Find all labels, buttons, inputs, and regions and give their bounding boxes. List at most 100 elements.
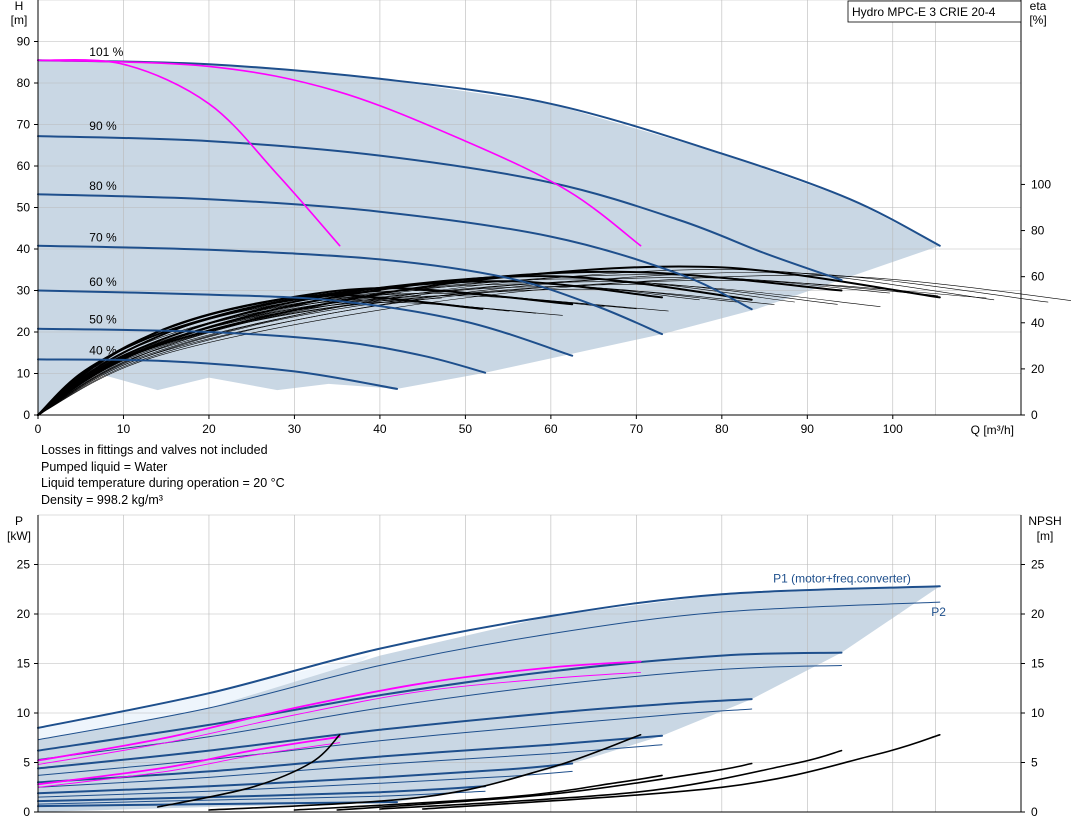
power-curve-magenta-3 bbox=[37, 742, 341, 788]
x-tick-label-0: 0 bbox=[35, 422, 42, 436]
p1-curve-1 bbox=[37, 651, 843, 752]
p2-curve-2 bbox=[37, 708, 753, 776]
q-axis-label: Q [m³/h] bbox=[971, 423, 1014, 437]
h-tick-label-4: 40 bbox=[17, 242, 31, 256]
h-tick-label-2: 20 bbox=[17, 325, 31, 339]
h-tick-label-7: 70 bbox=[17, 118, 31, 132]
note-losses: Losses in fittings and valves not includ… bbox=[41, 443, 268, 457]
p1-series-label: P1 (motor+freq.converter) bbox=[773, 571, 911, 585]
p-tick-label-5: 25 bbox=[17, 558, 31, 572]
x-tick-label-5: 50 bbox=[459, 422, 473, 436]
h-axis-label: H bbox=[15, 0, 24, 13]
power-curve-magenta-1 bbox=[37, 671, 642, 765]
npsh-tick-label-4: 20 bbox=[1031, 607, 1045, 621]
p-tick-label-4: 20 bbox=[17, 607, 31, 621]
p-axis-unit: [kW] bbox=[7, 529, 31, 543]
x-tick-label-8: 80 bbox=[715, 422, 729, 436]
x-tick-label-3: 30 bbox=[288, 422, 302, 436]
head-curve-5 bbox=[37, 327, 487, 374]
note-density: Density = 998.2 kg/m³ bbox=[41, 493, 163, 508]
p1-curve-4 bbox=[37, 762, 574, 795]
p-tick-label-3: 15 bbox=[17, 657, 31, 671]
h-tick-label-0: 0 bbox=[23, 408, 30, 422]
p-tick-label-2: 10 bbox=[17, 706, 31, 720]
p2-curve-5 bbox=[37, 790, 486, 805]
h-tick-label-6: 60 bbox=[17, 159, 31, 173]
npsh-curve-1 bbox=[208, 734, 642, 811]
h-tick-label-1: 10 bbox=[17, 367, 31, 381]
eta-tick-label-4: 80 bbox=[1031, 224, 1045, 238]
x-tick-label-4: 40 bbox=[373, 422, 387, 436]
note-pumped-liquid: Pumped liquid = Water bbox=[41, 459, 168, 474]
speed-label-2: 80 % bbox=[89, 179, 117, 193]
h-tick-label-3: 30 bbox=[17, 284, 31, 298]
head-curve-6 bbox=[37, 358, 398, 390]
note-liquid-temperature: Liquid temperature during operation = 20… bbox=[41, 476, 285, 491]
p1-curve-5 bbox=[37, 785, 487, 803]
p2-curve-1 bbox=[37, 665, 842, 760]
npsh-curve-4 bbox=[379, 749, 843, 810]
speed-label-6: 40 % bbox=[89, 344, 117, 358]
eta-tick-label-3: 60 bbox=[1031, 270, 1045, 284]
chart-notes: Losses in fittings and valves not includ… bbox=[41, 442, 285, 509]
speed-label-4: 60 % bbox=[89, 275, 117, 289]
p2-curve-0 bbox=[37, 601, 941, 741]
bottom-operating-region bbox=[38, 586, 940, 812]
p2-curve-4 bbox=[37, 770, 573, 798]
eta-curve-6 bbox=[37, 265, 941, 416]
head-curve-1 bbox=[37, 135, 843, 282]
npsh-curve-0 bbox=[156, 734, 341, 808]
npsh-axis-unit: [m] bbox=[1037, 529, 1054, 543]
p-tick-label-0: 0 bbox=[23, 805, 30, 819]
x-tick-label-10: 100 bbox=[883, 422, 903, 436]
power-curve-magenta-0 bbox=[37, 660, 642, 762]
eta-curve-6-thin-3 bbox=[37, 275, 1071, 416]
eta-tick-label-5: 100 bbox=[1031, 177, 1051, 191]
x-tick-label-9: 90 bbox=[801, 422, 815, 436]
chart-title: Hydro MPC-E 3 CRIE 20-4 bbox=[852, 5, 996, 19]
p1-curve-2 bbox=[37, 698, 753, 770]
eta-axis-unit: [%] bbox=[1029, 13, 1046, 27]
eta-axis-label: eta bbox=[1030, 0, 1047, 13]
p-axis-label: P bbox=[15, 514, 23, 528]
p2-curve-3 bbox=[37, 744, 663, 788]
npsh-axis-label: NPSH bbox=[1028, 514, 1061, 528]
h-tick-label-5: 50 bbox=[17, 201, 31, 215]
npsh-curve-2 bbox=[293, 774, 663, 811]
x-tick-label-2: 20 bbox=[202, 422, 216, 436]
npsh-tick-label-0: 0 bbox=[1031, 805, 1038, 819]
eta-tick-label-2: 40 bbox=[1031, 316, 1045, 330]
power-curve-magenta-2 bbox=[37, 735, 341, 786]
speed-label-1: 90 % bbox=[89, 119, 117, 133]
head-curve-magenta-0 bbox=[37, 59, 341, 247]
npsh-curve-3 bbox=[336, 762, 753, 811]
npsh-tick-label-3: 15 bbox=[1031, 657, 1045, 671]
head-curve-4 bbox=[37, 289, 574, 357]
p-tick-label-1: 5 bbox=[23, 756, 30, 770]
speed-label-5: 50 % bbox=[89, 313, 117, 327]
eta-tick-label-1: 20 bbox=[1031, 362, 1045, 376]
npsh-tick-label-2: 10 bbox=[1031, 706, 1045, 720]
x-tick-label-6: 60 bbox=[544, 422, 558, 436]
title-box bbox=[847, 0, 1022, 23]
npsh-tick-label-1: 5 bbox=[1031, 756, 1038, 770]
p1-curve-0 bbox=[37, 585, 941, 729]
x-tick-label-7: 70 bbox=[630, 422, 644, 436]
speed-label-3: 70 % bbox=[89, 230, 117, 244]
head-curve-0 bbox=[37, 59, 941, 247]
h-tick-label-9: 90 bbox=[17, 35, 31, 49]
h-tick-label-8: 80 bbox=[17, 76, 31, 90]
p2-series-label: P2 bbox=[931, 605, 946, 619]
eta-curve-6-thin-1 bbox=[37, 269, 995, 416]
eta-tick-label-0: 0 bbox=[1031, 408, 1038, 422]
h-axis-unit: [m] bbox=[11, 13, 28, 27]
head-curve-3 bbox=[37, 244, 663, 336]
p1-curve-3 bbox=[37, 734, 663, 784]
x-tick-label-1: 10 bbox=[117, 422, 131, 436]
head-curve-magenta-1 bbox=[37, 59, 642, 247]
head-curve-2 bbox=[37, 193, 753, 311]
npsh-tick-label-5: 25 bbox=[1031, 558, 1045, 572]
npsh-curve-5 bbox=[421, 734, 941, 810]
